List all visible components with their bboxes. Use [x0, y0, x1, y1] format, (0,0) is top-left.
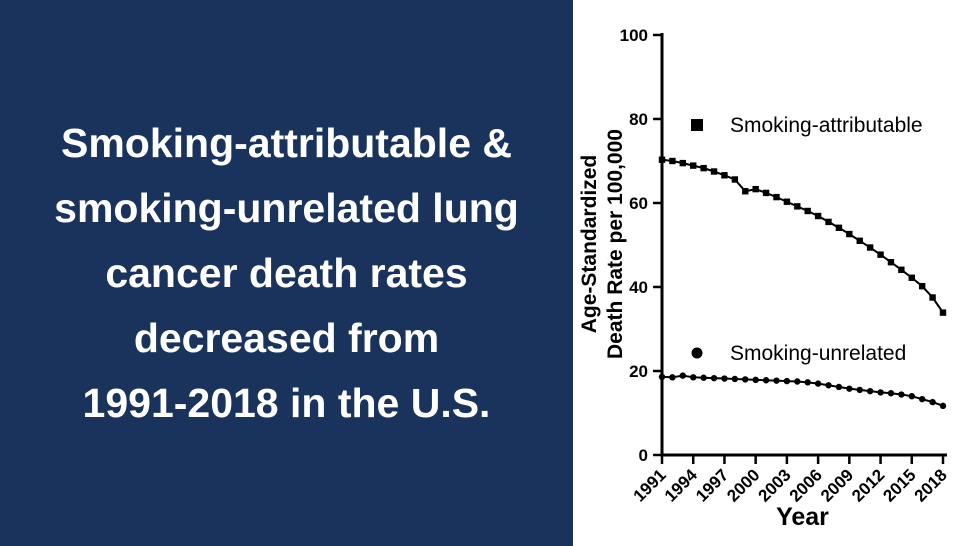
headline-line: Smoking-attributable & [60, 119, 513, 166]
data-point-square [814, 212, 822, 220]
data-point-circle [866, 387, 874, 395]
data-point-square [804, 207, 811, 215]
data-point-square [783, 198, 791, 205]
data-point-circle [877, 389, 884, 396]
data-point-circle [846, 385, 853, 392]
headline-line: cancer death rates [105, 249, 468, 296]
data-point-circle [773, 377, 780, 384]
data-point-square [835, 224, 843, 231]
data-point-circle [887, 390, 895, 397]
data-point-square [773, 193, 780, 201]
data-point-circle [700, 374, 707, 381]
x-tick-label: 2000 [723, 465, 763, 505]
headline: Smoking-attributable & smoking-unrelated… [0, 111, 573, 436]
data-point-circle [804, 379, 811, 386]
x-tick-label: 2012 [848, 465, 888, 505]
series-line-smoking-unrelated [661, 374, 944, 407]
data-point-circle [794, 378, 801, 385]
data-point-square [846, 230, 853, 238]
data-point-square [929, 294, 936, 301]
x-tick-label: 1991 [630, 465, 670, 505]
data-point-circle [918, 395, 926, 403]
data-point-square [762, 189, 770, 197]
data-point-square [866, 244, 874, 251]
y-tick-label: 80 [629, 110, 648, 129]
data-point-circle [898, 391, 905, 398]
y-tick-label: 20 [629, 362, 648, 381]
headline-line: smoking-unrelated lung [54, 184, 519, 231]
x-tick-label: 2006 [786, 465, 826, 505]
legend-label: Smoking-attributable [730, 114, 923, 137]
data-point-circle [856, 386, 863, 394]
legend-label: Smoking-unrelated [730, 342, 906, 365]
y-tick-label: 60 [629, 194, 648, 213]
data-point-square [658, 156, 666, 163]
data-point-circle [814, 380, 822, 387]
data-point-circle [658, 373, 666, 381]
data-point-circle [710, 374, 718, 382]
data-point-circle [825, 382, 832, 389]
headline-line: 1991-2018 in the U.S. [82, 379, 491, 426]
data-point-circle [731, 375, 739, 383]
death-rate-line-chart: 0 20 40 60 80 100 1991199419972000200320062009… [578, 26, 951, 531]
y-axis-title: Age-Standardized [578, 155, 601, 334]
data-point-square [939, 309, 947, 316]
headline-panel: Smoking-attributable & smoking-unrelated… [0, 0, 573, 546]
data-point-square [721, 172, 728, 179]
x-tick-label: 2009 [817, 465, 857, 505]
data-point-square [690, 162, 697, 169]
data-point-circle [679, 372, 687, 379]
x-tick-label: 2003 [755, 465, 795, 505]
x-tick-label: 1994 [661, 465, 702, 506]
data-point-circle [835, 383, 843, 391]
x-tick-label: 1997 [692, 465, 732, 505]
data-point-square [794, 203, 801, 210]
data-point-circle [939, 402, 947, 410]
series-line-smoking-attributable [661, 158, 944, 314]
x-tick-label: 2015 [879, 465, 919, 505]
data-point-square [856, 237, 863, 244]
x-axis-title: Year [776, 503, 829, 531]
data-point-square [752, 185, 759, 193]
data-point-square [731, 176, 739, 183]
data-point-square [700, 164, 707, 172]
data-point-circle [783, 377, 791, 385]
y-tick-label: 100 [620, 26, 648, 45]
data-point-circle [908, 393, 915, 400]
legend-circle-marker-icon [691, 347, 703, 359]
data-point-circle [690, 374, 697, 381]
data-point-square [898, 266, 905, 273]
data-point-circle [742, 376, 749, 383]
data-point-circle [762, 377, 770, 384]
data-point-square [679, 159, 687, 167]
y-tick-label: 40 [629, 278, 648, 297]
data-point-circle [721, 375, 728, 382]
headline-line: decreased from [133, 314, 440, 361]
chart-panel: 0 20 40 60 80 100 1991 1994 1997 2000 2003 2006 2009… [573, 0, 970, 546]
data-point-square [877, 251, 884, 258]
data-point-square [710, 168, 718, 175]
data-point-square [918, 282, 926, 290]
data-point-square [887, 259, 895, 266]
data-point-circle [669, 374, 676, 381]
data-point-square [825, 218, 832, 226]
legend-square-marker-icon [691, 119, 703, 131]
y-tick-label: 0 [639, 446, 648, 465]
data-point-circle [752, 376, 759, 384]
data-point-square [908, 274, 915, 281]
y-axis-title: Death Rate per 100,000 [604, 129, 627, 359]
data-point-square [669, 157, 676, 165]
data-point-circle [929, 398, 936, 406]
x-tick-label: 2018 [911, 465, 951, 505]
data-point-square [742, 188, 749, 195]
